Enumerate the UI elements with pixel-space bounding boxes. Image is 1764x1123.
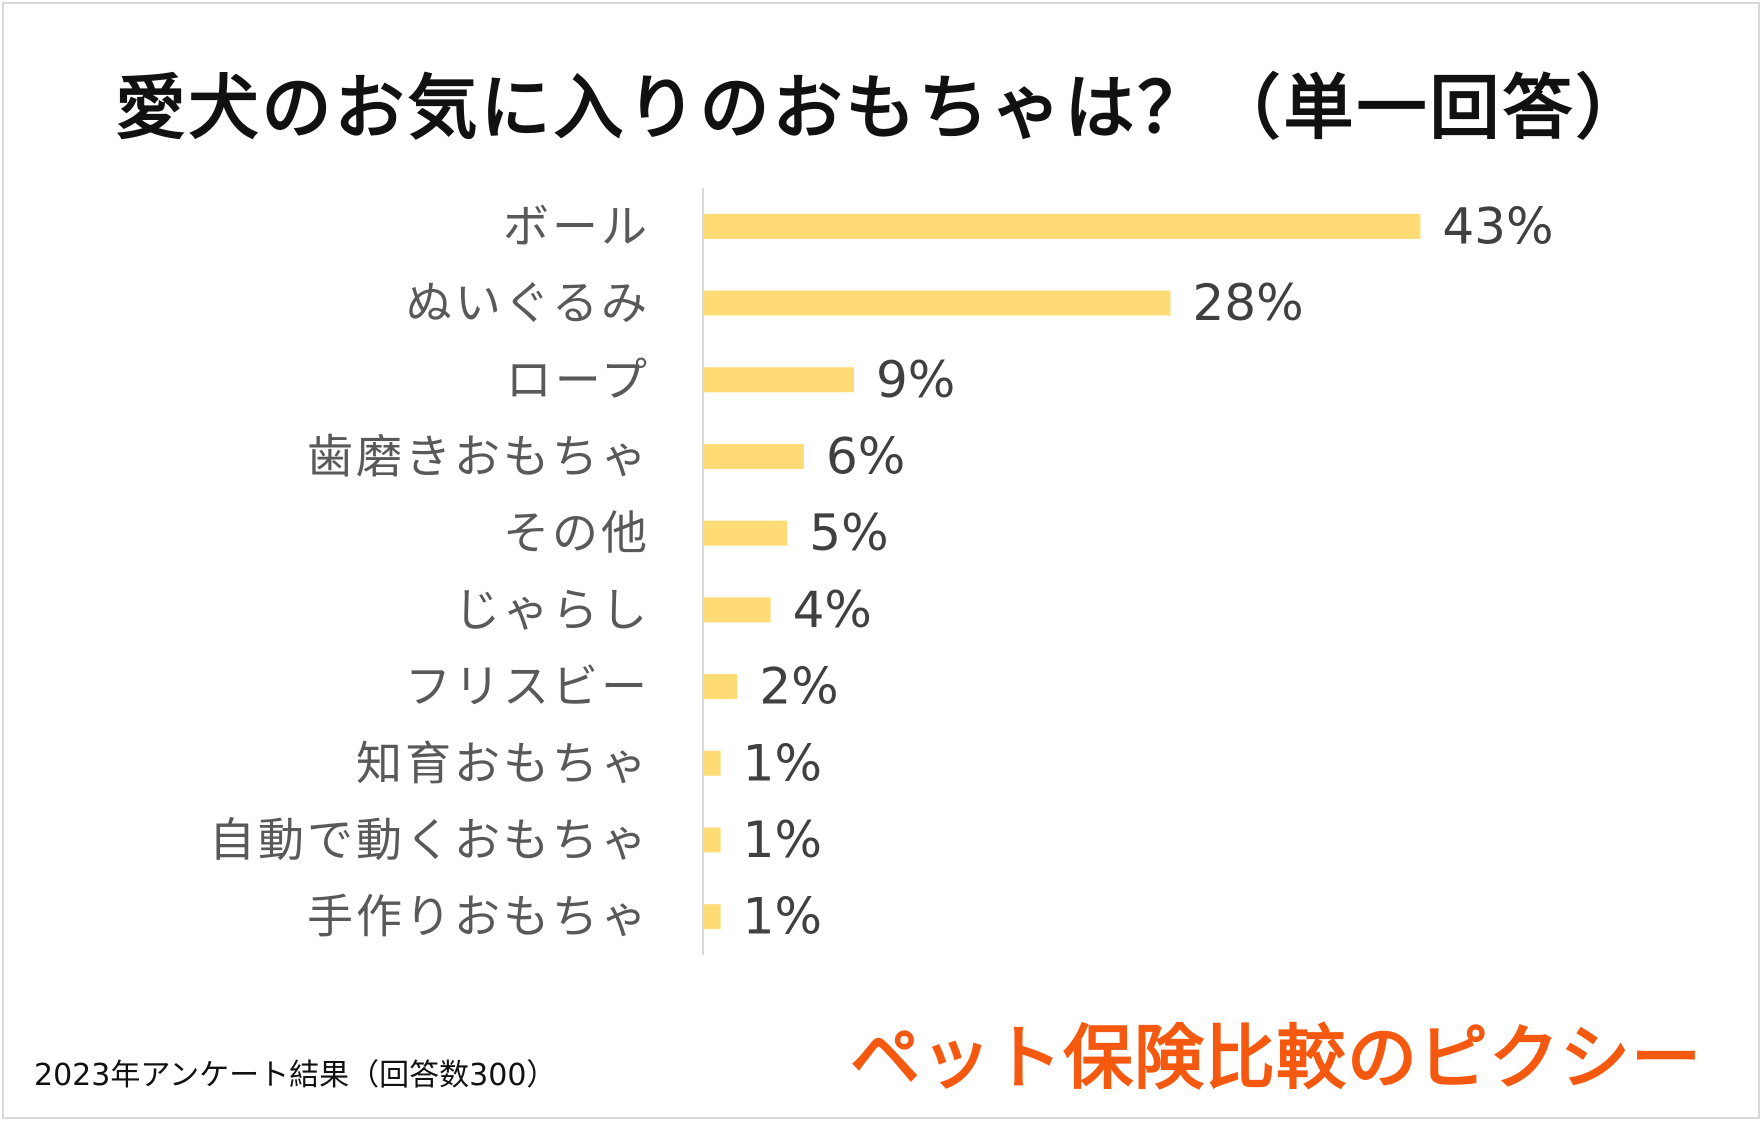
value-label-10: 1% — [743, 888, 822, 946]
bar-9 — [704, 827, 721, 853]
bar-7 — [704, 674, 738, 700]
value-label-7: 2% — [759, 658, 838, 716]
bar-6 — [704, 597, 771, 623]
category-label-1: ボール — [503, 199, 650, 253]
bar-5 — [704, 520, 788, 546]
category-label-10: 手作りおもちゃ — [307, 890, 650, 944]
category-label-4: 歯磨きおもちゃ — [307, 429, 650, 483]
value-label-1: 43% — [1442, 197, 1553, 255]
value-label-5: 5% — [809, 504, 888, 562]
value-label-8: 1% — [743, 734, 822, 792]
bar-8 — [704, 750, 721, 776]
value-label-2: 28% — [1192, 274, 1303, 332]
bar-3 — [704, 367, 854, 393]
category-label-6: じゃらし — [454, 583, 650, 637]
bar-10 — [704, 904, 721, 930]
value-label-6: 4% — [793, 581, 872, 639]
category-label-3: ロープ — [506, 353, 650, 407]
category-label-2: ぬいぐるみ — [406, 276, 650, 330]
bar-2 — [704, 290, 1171, 316]
brand-logo: ペット保険比較のピクシー — [850, 1017, 1702, 1099]
bar-1 — [704, 213, 1421, 239]
category-label-8: 知育おもちゃ — [356, 736, 650, 790]
value-label-3: 9% — [876, 351, 955, 409]
chart-title: 愛犬のお気に入りのおもちゃは？（単一回答） — [115, 67, 1649, 149]
category-label-5: その他 — [503, 506, 650, 560]
bar-4 — [704, 443, 804, 469]
value-label-4: 6% — [826, 427, 905, 485]
survey-footnote: 2023年アンケート結果（回答数300） — [34, 1058, 557, 1093]
value-label-9: 1% — [743, 811, 822, 869]
category-label-9: 自動で動くおもちゃ — [209, 813, 650, 867]
category-label-7: フリスビー — [405, 660, 650, 714]
